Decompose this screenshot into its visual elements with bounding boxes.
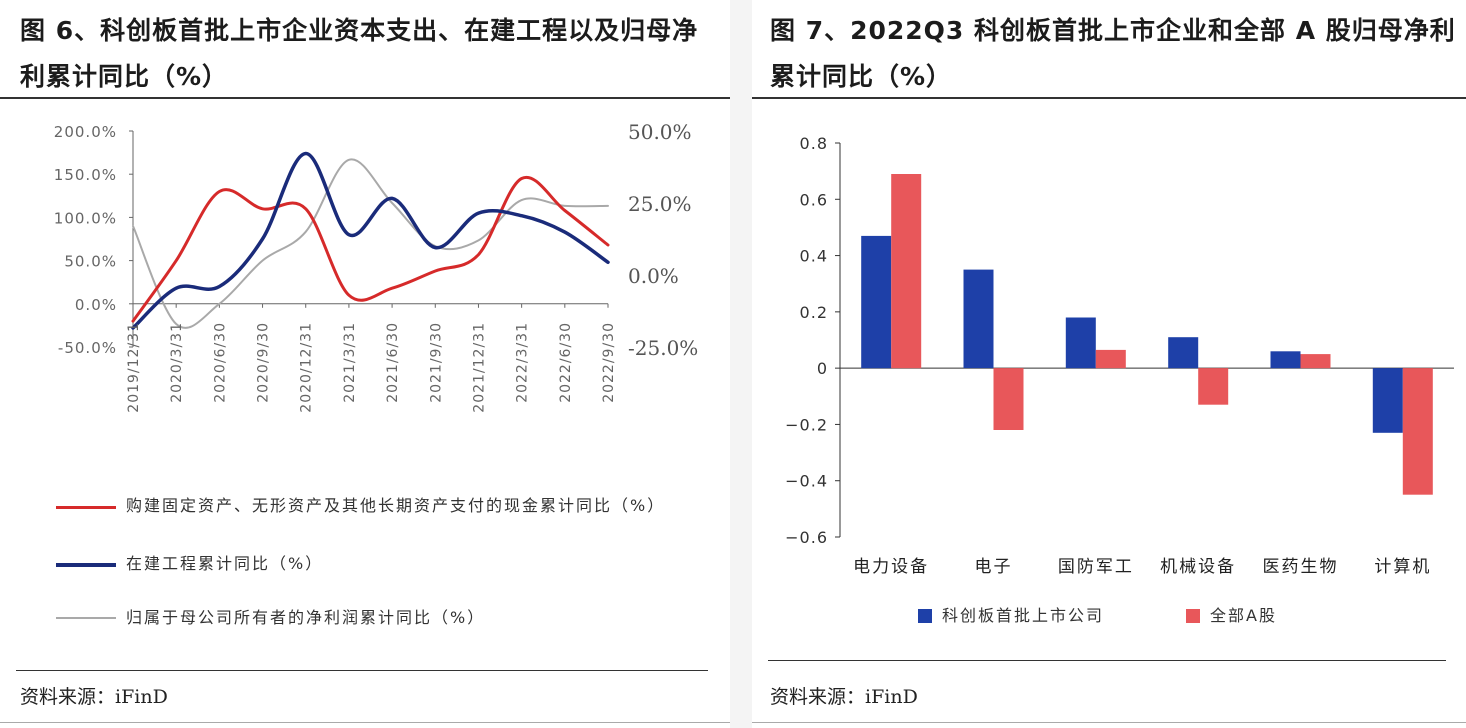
legend-label-construction: 在建工程累计同比（%） — [126, 554, 324, 573]
x-category-label: 国防军工 — [1058, 557, 1134, 577]
bar-legend: 科创板首批上市公司 全部A股 — [918, 602, 1338, 626]
bar-all-a-2 — [1095, 349, 1126, 369]
y-left-tick-label: 100.0% — [54, 209, 117, 227]
bar-star-3 — [1168, 337, 1199, 369]
x-tick-label: 2022/3/31 — [515, 322, 531, 403]
source-label: 资料来源： — [770, 686, 866, 708]
y-right-tick-label: 25.0% — [628, 192, 692, 216]
x-tick-label: 2021/6/30 — [385, 322, 401, 403]
line-chart-labels: 200.0% 150.0% 100.0% 50.0% 0.0% -50.0% 50.0% 25… — [54, 120, 699, 413]
y-tick-label: 0.4 — [800, 247, 828, 266]
x-tick-label: 2020/3/31 — [169, 322, 185, 403]
figure-6-panel: 图 6、科创板首批上市企业资本支出、在建工程以及归母净利累计同比（%） 200.… — [0, 0, 730, 728]
title-rule — [0, 97, 730, 99]
legend-swatch-star — [918, 609, 932, 623]
y-right-tick-label: -25.0% — [628, 336, 698, 360]
x-tick-label: 2019/12/31 — [126, 322, 142, 413]
legend-swatch-capex — [56, 506, 116, 509]
source-label: 资料来源： — [20, 686, 116, 708]
line-construction — [131, 151, 610, 330]
legend-item-star: 科创板首批上市公司 — [918, 602, 1104, 626]
bar-star-0 — [861, 235, 892, 369]
y-tick-label: 0.2 — [800, 303, 828, 322]
line-chart-axes — [129, 130, 609, 348]
x-tick-label: 2020/9/30 — [256, 322, 272, 403]
x-tick-label: 2022/9/30 — [601, 322, 617, 403]
title-rule — [752, 97, 1466, 99]
bar-all-a-5 — [1402, 368, 1433, 495]
y-left-tick-label: 150.0% — [54, 166, 117, 184]
legend-label-capex: 购建固定资产、无形资产及其他长期资产支付的现金累计同比（%） — [126, 496, 666, 515]
legend-swatch-net-profit — [56, 617, 116, 619]
bar-star-1 — [963, 269, 994, 369]
y-tick-label: 0.6 — [800, 190, 828, 209]
source-name: iFinD — [115, 686, 168, 708]
x-category-label: 机械设备 — [1160, 557, 1236, 577]
line-chart-series — [131, 151, 610, 330]
y-tick-label: 0.8 — [800, 134, 828, 153]
footer-rule — [16, 670, 708, 671]
y-left-tick-label: 50.0% — [64, 253, 117, 271]
x-category-label: 电力设备 — [853, 557, 929, 577]
legend-label-all-a: 全部A股 — [1210, 606, 1277, 625]
bottom-border — [0, 722, 730, 723]
y-tick-label: −0.2 — [785, 415, 828, 434]
y-left-tick-label: 200.0% — [54, 123, 117, 141]
legend-label-net-profit: 归属于母公司所有者的净利润累计同比（%） — [126, 608, 486, 627]
legend-swatch-all-a — [1186, 609, 1200, 623]
bar-all-a-3 — [1198, 368, 1229, 405]
x-tick-label: 2022/6/30 — [558, 322, 574, 403]
bar-all-a-4 — [1300, 354, 1331, 369]
x-tick-label: 2021/9/30 — [428, 322, 444, 403]
figure-7-panel: 图 7、2022Q3 科创板首批上市企业和全部 A 股归母净利累计同比（%） 0… — [752, 0, 1466, 728]
bar-all-a-0 — [891, 174, 922, 369]
legend-item-all-a: 全部A股 — [1186, 602, 1277, 626]
footer-rule — [768, 660, 1446, 661]
bar-chart: 0.8 0.6 0.4 0.2 0 −0.2 −0.4 −0.6 电力设备 电子 国防军工 机械设备 医… — [785, 134, 1454, 577]
x-category-label: 计算机 — [1374, 557, 1431, 577]
legend-label-star: 科创板首批上市公司 — [942, 606, 1105, 625]
line-chart: 200.0% 150.0% 100.0% 50.0% 0.0% -50.0% 50.0% 25… — [54, 120, 699, 413]
x-tick-label: 2021/12/31 — [471, 322, 487, 413]
figure-7-title: 图 7、2022Q3 科创板首批上市企业和全部 A 股归母净利累计同比（%） — [770, 16, 1456, 91]
y-tick-label: −0.4 — [785, 472, 828, 491]
y-tick-label: 0 — [817, 359, 828, 378]
y-tick-label: −0.6 — [785, 528, 828, 547]
source-note: 资料来源：iFinD — [770, 682, 918, 709]
bar-star-4 — [1270, 351, 1301, 369]
x-tick-label: 2020/12/31 — [299, 322, 315, 413]
y-right-tick-label: 50.0% — [628, 120, 692, 144]
line-legend: 购建固定资产、无形资产及其他长期资产支付的现金累计同比（%） 在建工程累计同比（… — [56, 492, 716, 642]
x-category-label: 医药生物 — [1263, 557, 1339, 577]
bottom-border — [752, 722, 1466, 723]
legend-swatch-construction — [56, 563, 116, 567]
y-left-tick-label: 0.0% — [75, 296, 117, 314]
bar-chart-labels: 0.8 0.6 0.4 0.2 0 −0.2 −0.4 −0.6 电力设备 电子 国防军工 机械设备 医… — [785, 134, 1431, 577]
x-category-label: 电子 — [975, 557, 1013, 577]
x-tick-label: 2021/3/31 — [342, 322, 358, 403]
bar-chart-bars — [861, 174, 1433, 495]
source-name: iFinD — [865, 686, 918, 708]
line-net-profit — [132, 158, 609, 329]
bar-all-a-1 — [993, 368, 1024, 430]
y-right-tick-label: 0.0% — [628, 264, 679, 288]
source-note: 资料来源：iFinD — [20, 682, 168, 709]
line-capex — [131, 175, 610, 323]
x-tick-label: 2020/6/30 — [212, 322, 228, 403]
bar-star-2 — [1065, 317, 1096, 369]
bar-chart-axes — [835, 142, 1454, 538]
y-left-tick-label: -50.0% — [58, 339, 117, 357]
bar-star-5 — [1372, 368, 1403, 433]
figure-6-title: 图 6、科创板首批上市企业资本支出、在建工程以及归母净利累计同比（%） — [20, 16, 699, 91]
panel-gap — [730, 0, 752, 728]
